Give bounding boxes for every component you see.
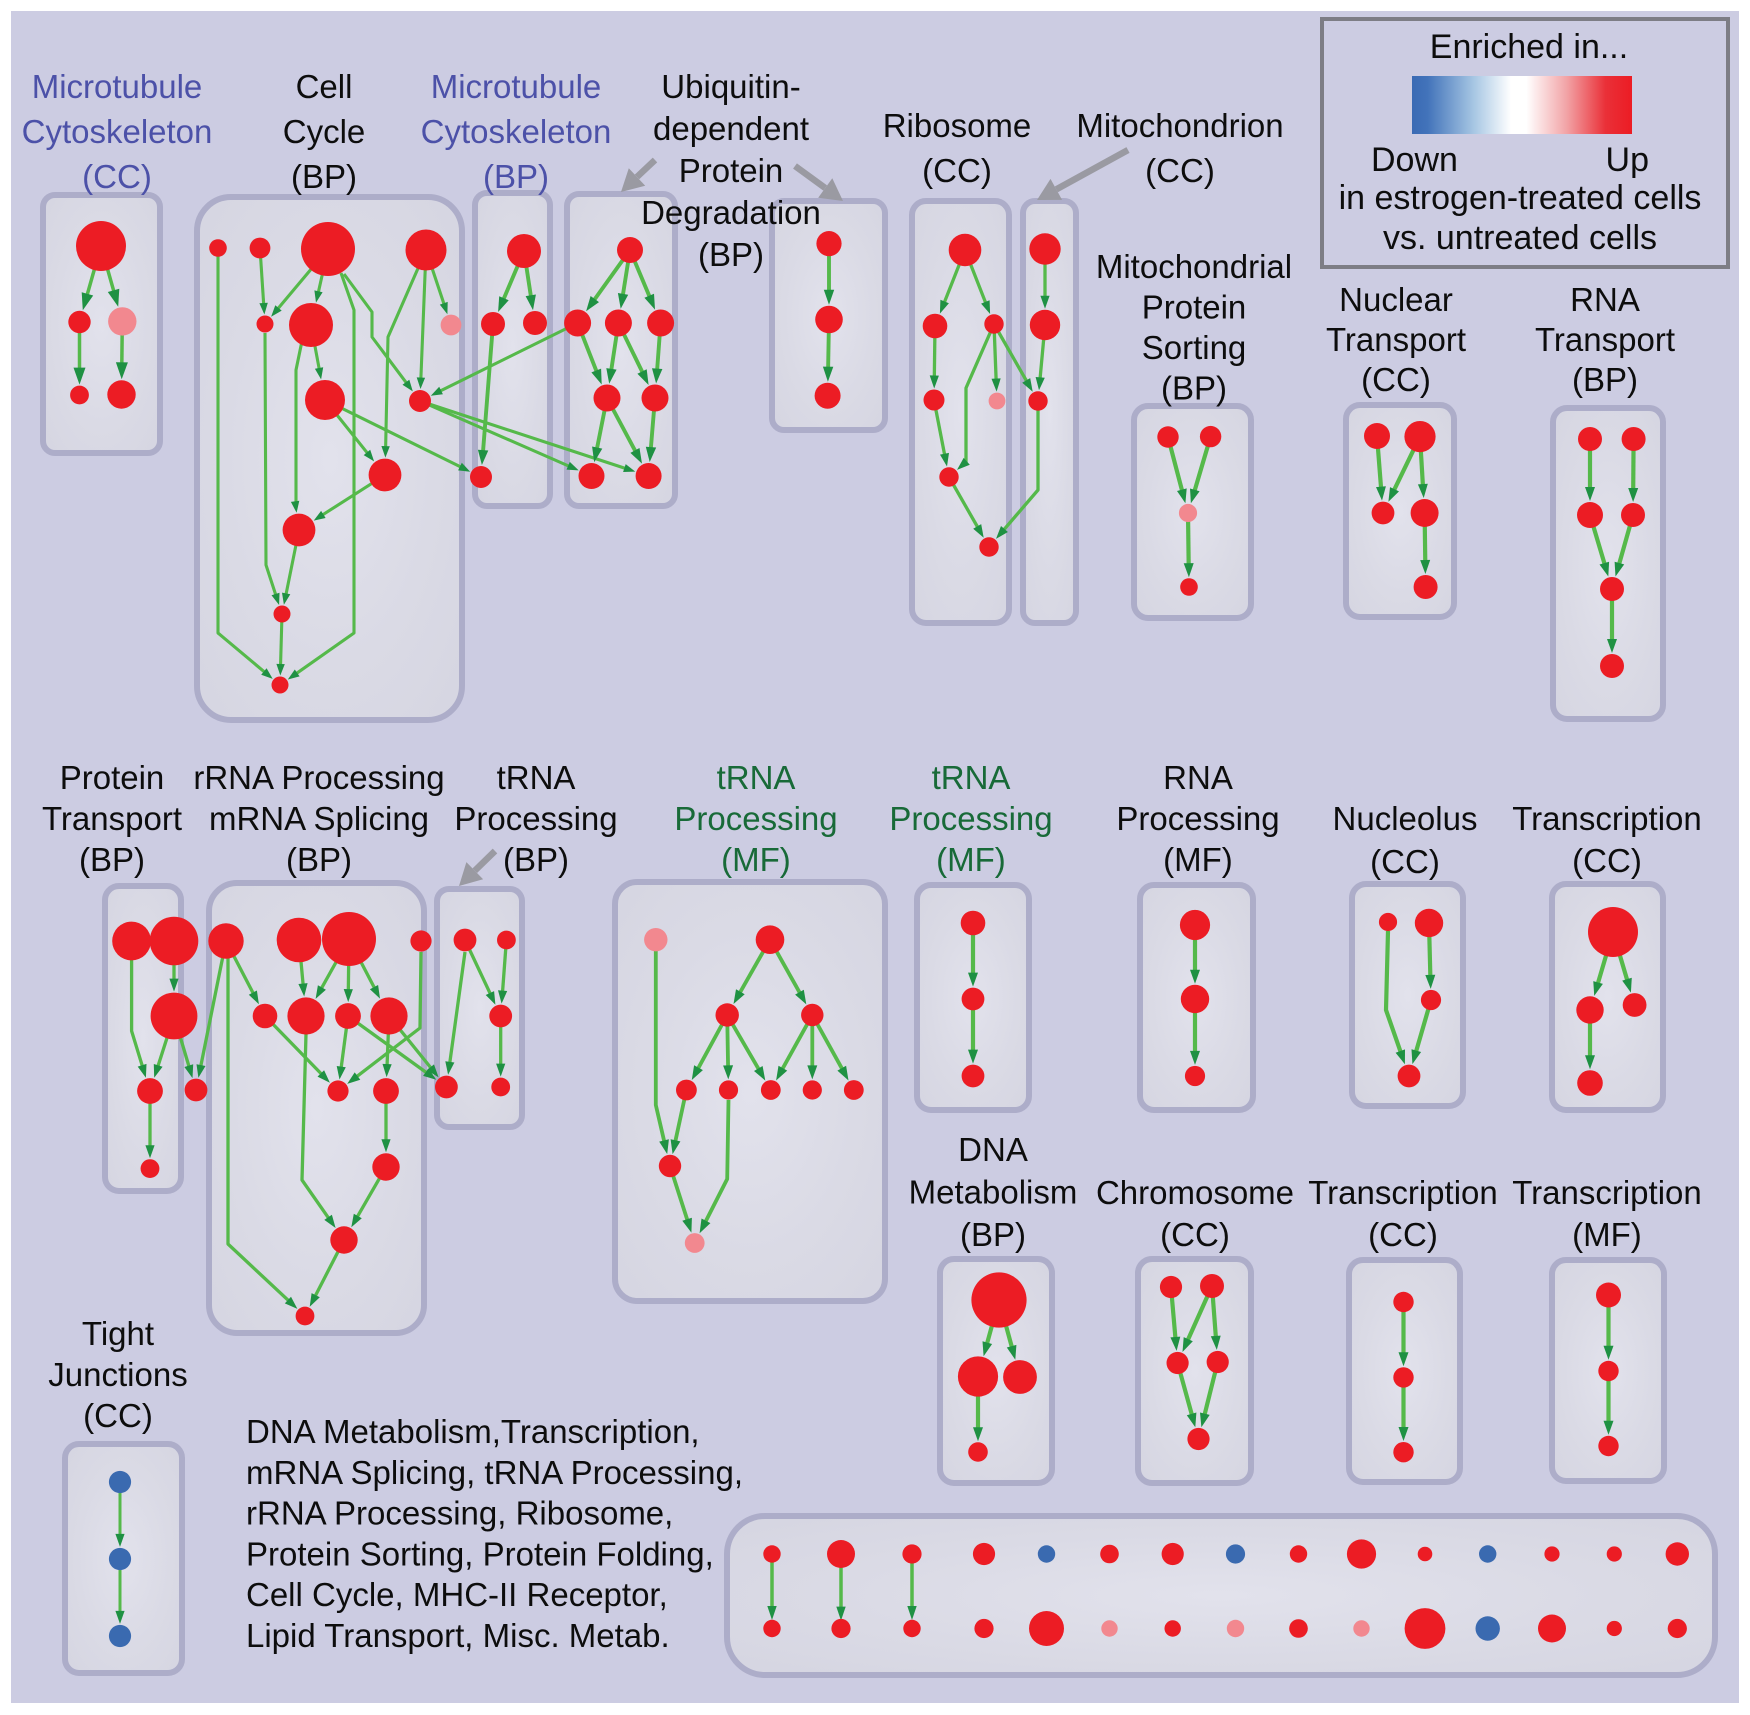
- svg-text:(MF): (MF): [1572, 1216, 1642, 1253]
- svg-text:Mitochondrion: Mitochondrion: [1076, 107, 1283, 144]
- svg-text:tRNA: tRNA: [717, 759, 796, 796]
- svg-text:(MF): (MF): [721, 841, 791, 878]
- svg-text:Metabolism: Metabolism: [909, 1174, 1078, 1211]
- svg-text:Cell: Cell: [296, 68, 353, 105]
- svg-text:(BP): (BP): [291, 158, 357, 195]
- svg-text:Tight: Tight: [82, 1315, 154, 1352]
- svg-text:DNA Metabolism,Transcription,: DNA Metabolism,Transcription,: [246, 1413, 700, 1450]
- svg-text:dependent: dependent: [653, 110, 809, 147]
- svg-text:(CC): (CC): [1145, 152, 1215, 189]
- svg-text:RNA: RNA: [1163, 759, 1233, 796]
- svg-text:(BP): (BP): [79, 841, 145, 878]
- svg-text:mRNA Splicing: mRNA Splicing: [209, 800, 429, 837]
- svg-text:Nuclear: Nuclear: [1339, 281, 1453, 318]
- svg-text:Microtubule: Microtubule: [32, 68, 203, 105]
- svg-text:(BP): (BP): [483, 158, 549, 195]
- svg-text:Cytoskeleton: Cytoskeleton: [421, 113, 612, 150]
- svg-text:Junctions: Junctions: [48, 1356, 187, 1393]
- svg-text:rRNA Processing, Ribosome,: rRNA Processing, Ribosome,: [246, 1495, 673, 1532]
- svg-text:Transport: Transport: [42, 800, 182, 837]
- svg-text:Nucleolus: Nucleolus: [1333, 800, 1478, 837]
- svg-text:Cycle: Cycle: [283, 113, 366, 150]
- svg-text:Protein: Protein: [1142, 289, 1247, 326]
- svg-text:(MF): (MF): [1163, 841, 1233, 878]
- svg-text:Enriched in...: Enriched in...: [1430, 28, 1628, 66]
- svg-text:rRNA Processing: rRNA Processing: [193, 759, 444, 796]
- svg-text:Chromosome: Chromosome: [1096, 1174, 1294, 1211]
- svg-text:vs. untreated cells: vs. untreated cells: [1383, 219, 1657, 257]
- svg-text:(CC): (CC): [1368, 1216, 1438, 1253]
- svg-text:Ubiquitin-: Ubiquitin-: [661, 68, 800, 105]
- svg-text:in estrogen-treated cells: in estrogen-treated cells: [1339, 179, 1702, 217]
- svg-text:(BP): (BP): [1161, 370, 1227, 407]
- svg-text:Protein Sorting, Protein Foldi: Protein Sorting, Protein Folding,: [246, 1535, 714, 1572]
- svg-text:(CC): (CC): [922, 152, 992, 189]
- svg-text:Lipid Transport, Misc. Metab.: Lipid Transport, Misc. Metab.: [246, 1617, 670, 1654]
- svg-text:(BP): (BP): [698, 236, 764, 273]
- svg-text:Protein: Protein: [60, 759, 165, 796]
- svg-text:Up: Up: [1606, 141, 1649, 179]
- svg-text:(MF): (MF): [936, 841, 1006, 878]
- svg-text:tRNA: tRNA: [932, 759, 1011, 796]
- svg-text:(CC): (CC): [83, 1397, 153, 1434]
- svg-text:Cytoskeleton: Cytoskeleton: [22, 113, 213, 150]
- svg-text:mRNA Splicing, tRNA Processing: mRNA Splicing, tRNA Processing,: [246, 1454, 743, 1491]
- svg-text:(CC): (CC): [1370, 843, 1440, 880]
- svg-text:Processing: Processing: [454, 800, 617, 837]
- svg-text:DNA: DNA: [958, 1131, 1028, 1168]
- svg-text:Sorting: Sorting: [1142, 329, 1247, 366]
- svg-text:(BP): (BP): [503, 841, 569, 878]
- svg-text:(BP): (BP): [1572, 361, 1638, 398]
- svg-text:Ribosome: Ribosome: [883, 107, 1032, 144]
- svg-text:Mitochondrial: Mitochondrial: [1096, 248, 1292, 285]
- svg-text:(CC): (CC): [1572, 842, 1642, 879]
- svg-text:Protein: Protein: [679, 152, 784, 189]
- svg-text:Transport: Transport: [1535, 321, 1675, 358]
- svg-text:Transcription: Transcription: [1512, 800, 1702, 837]
- svg-text:Transcription: Transcription: [1512, 1174, 1702, 1211]
- svg-text:Processing: Processing: [674, 800, 837, 837]
- svg-text:Down: Down: [1371, 141, 1458, 179]
- svg-text:Transport: Transport: [1326, 321, 1466, 358]
- svg-text:tRNA: tRNA: [497, 759, 576, 796]
- svg-text:Processing: Processing: [1116, 800, 1279, 837]
- svg-text:Transcription: Transcription: [1308, 1174, 1498, 1211]
- svg-text:(BP): (BP): [960, 1216, 1026, 1253]
- svg-text:(BP): (BP): [286, 841, 352, 878]
- svg-text:RNA: RNA: [1570, 281, 1640, 318]
- svg-text:(CC): (CC): [1361, 361, 1431, 398]
- svg-text:Cell Cycle, MHC-II Receptor,: Cell Cycle, MHC-II Receptor,: [246, 1576, 668, 1613]
- svg-text:(CC): (CC): [1160, 1216, 1230, 1253]
- svg-text:Degradation: Degradation: [641, 194, 821, 231]
- svg-text:Microtubule: Microtubule: [431, 68, 602, 105]
- svg-text:(CC): (CC): [82, 158, 152, 195]
- svg-text:Processing: Processing: [889, 800, 1052, 837]
